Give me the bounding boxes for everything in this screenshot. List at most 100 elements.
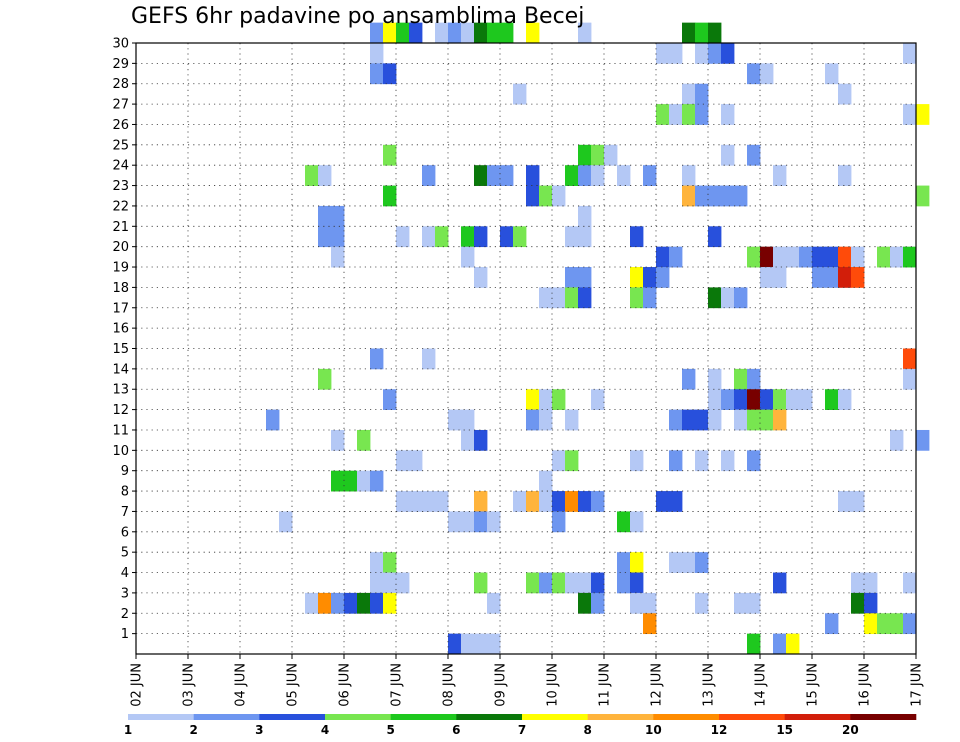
heatmap-cell — [383, 592, 397, 614]
x-tick-label: 16 JUN — [858, 663, 873, 707]
colorbar-swatch — [587, 714, 654, 720]
heatmap-cell — [877, 246, 891, 268]
heatmap-cell — [643, 287, 657, 309]
y-tick-label: 29 — [112, 57, 129, 72]
colorbar-swatch — [325, 714, 391, 720]
heatmap-cell — [773, 165, 787, 186]
heatmap-cell — [474, 572, 488, 594]
heatmap-cell — [903, 43, 917, 64]
heatmap-cell — [565, 409, 579, 431]
heatmap-cell — [760, 389, 774, 410]
heatmap-cell — [370, 592, 384, 614]
heatmap-cell — [331, 470, 345, 492]
heatmap-cell — [695, 22, 709, 44]
y-tick-label: 17 — [112, 301, 129, 316]
heatmap-cell — [305, 165, 319, 186]
heatmap-cell — [305, 592, 319, 614]
heatmap-cell — [747, 63, 761, 85]
heatmap-cell — [526, 572, 540, 594]
heatmap-cell — [838, 389, 852, 410]
heatmap-cell — [474, 226, 488, 248]
heatmap-cell — [539, 491, 553, 512]
heatmap-cell — [903, 348, 917, 370]
heatmap-cell — [669, 104, 683, 125]
heatmap-cell — [669, 450, 683, 472]
heatmap-cell — [591, 389, 605, 410]
heatmap-cell — [903, 104, 917, 125]
heatmap-cell — [734, 592, 748, 614]
y-tick-label: 15 — [112, 342, 129, 357]
heatmap-cell — [669, 246, 683, 268]
heatmap-cell — [721, 104, 735, 125]
heatmap-cell — [838, 267, 852, 288]
heatmap-cell — [513, 83, 527, 105]
x-tick-label: 10 JUN — [546, 663, 561, 707]
heatmap-cell — [500, 226, 514, 248]
y-tick-label: 23 — [112, 179, 129, 194]
y-tick-label: 27 — [112, 98, 129, 113]
y-tick-label: 3 — [121, 586, 129, 601]
heatmap-cell — [344, 470, 358, 492]
heatmap-cell — [370, 43, 384, 64]
heatmap-cell — [591, 144, 605, 166]
heatmap-cell — [617, 165, 631, 186]
heatmap-cell — [526, 389, 540, 410]
colorbar-legend: 1 2 3 4 5 6 7 8 10 12 15 20 — [124, 714, 917, 737]
colorbar-swatch — [653, 714, 720, 720]
heatmap-cell — [565, 267, 579, 288]
y-tick-label: 16 — [112, 322, 129, 337]
heatmap-cell — [617, 572, 631, 594]
y-tick-label: 30 — [112, 37, 129, 52]
heatmap-cell — [890, 613, 904, 635]
heatmap-cell — [448, 22, 462, 44]
y-tick-label: 5 — [121, 546, 129, 561]
heatmap-cell — [578, 592, 592, 614]
colorbar-level-label: 5 — [386, 723, 394, 737]
heatmap-cell — [396, 22, 410, 44]
heatmap-cell — [734, 368, 748, 390]
heatmap-cell — [695, 104, 709, 125]
x-tick-label: 02 JUN — [130, 663, 145, 707]
heatmap-cell — [591, 491, 605, 512]
heatmap-cell — [422, 348, 436, 370]
heatmap-cell — [786, 633, 800, 655]
heatmap-cell — [708, 368, 722, 390]
y-tick-label: 9 — [121, 464, 129, 479]
heatmap-cell — [266, 409, 280, 431]
heatmap-cell — [331, 429, 345, 451]
heatmap-cell — [695, 409, 709, 431]
colorbar-level-label: 4 — [321, 723, 329, 737]
heatmap-cell — [552, 185, 566, 207]
heatmap-cell — [617, 511, 631, 533]
heatmap-cell — [409, 491, 423, 512]
heatmap-cell — [838, 246, 852, 268]
heatmap-cell — [760, 63, 774, 85]
data-cells — [266, 22, 930, 655]
heatmap-cell — [682, 185, 696, 207]
heatmap-cell — [695, 450, 709, 472]
heatmap-cell — [461, 633, 475, 655]
heatmap-cell — [708, 226, 722, 248]
y-tick-label: 11 — [112, 423, 129, 438]
y-tick-label: 14 — [112, 362, 129, 377]
heatmap-cell — [578, 267, 592, 288]
heatmap-cell — [539, 185, 553, 207]
heatmap-cell — [591, 165, 605, 186]
x-tick-label: 05 JUN — [286, 663, 301, 707]
heatmap-cell — [370, 22, 384, 44]
heatmap-cell — [383, 22, 397, 44]
colorbar-level-label: 1 — [124, 723, 132, 737]
heatmap-cell — [838, 491, 852, 512]
heatmap-cell — [565, 287, 579, 309]
heatmap-cell — [643, 592, 657, 614]
heatmap-cell — [656, 491, 670, 512]
heatmap-cell — [487, 511, 501, 533]
heatmap-cell — [318, 165, 332, 186]
heatmap-cell — [331, 226, 345, 248]
heatmap-cell — [539, 389, 553, 410]
heatmap-cell — [383, 389, 397, 410]
heatmap-cell — [734, 389, 748, 410]
heatmap-cell — [682, 165, 696, 186]
heatmap-cell — [578, 22, 592, 44]
